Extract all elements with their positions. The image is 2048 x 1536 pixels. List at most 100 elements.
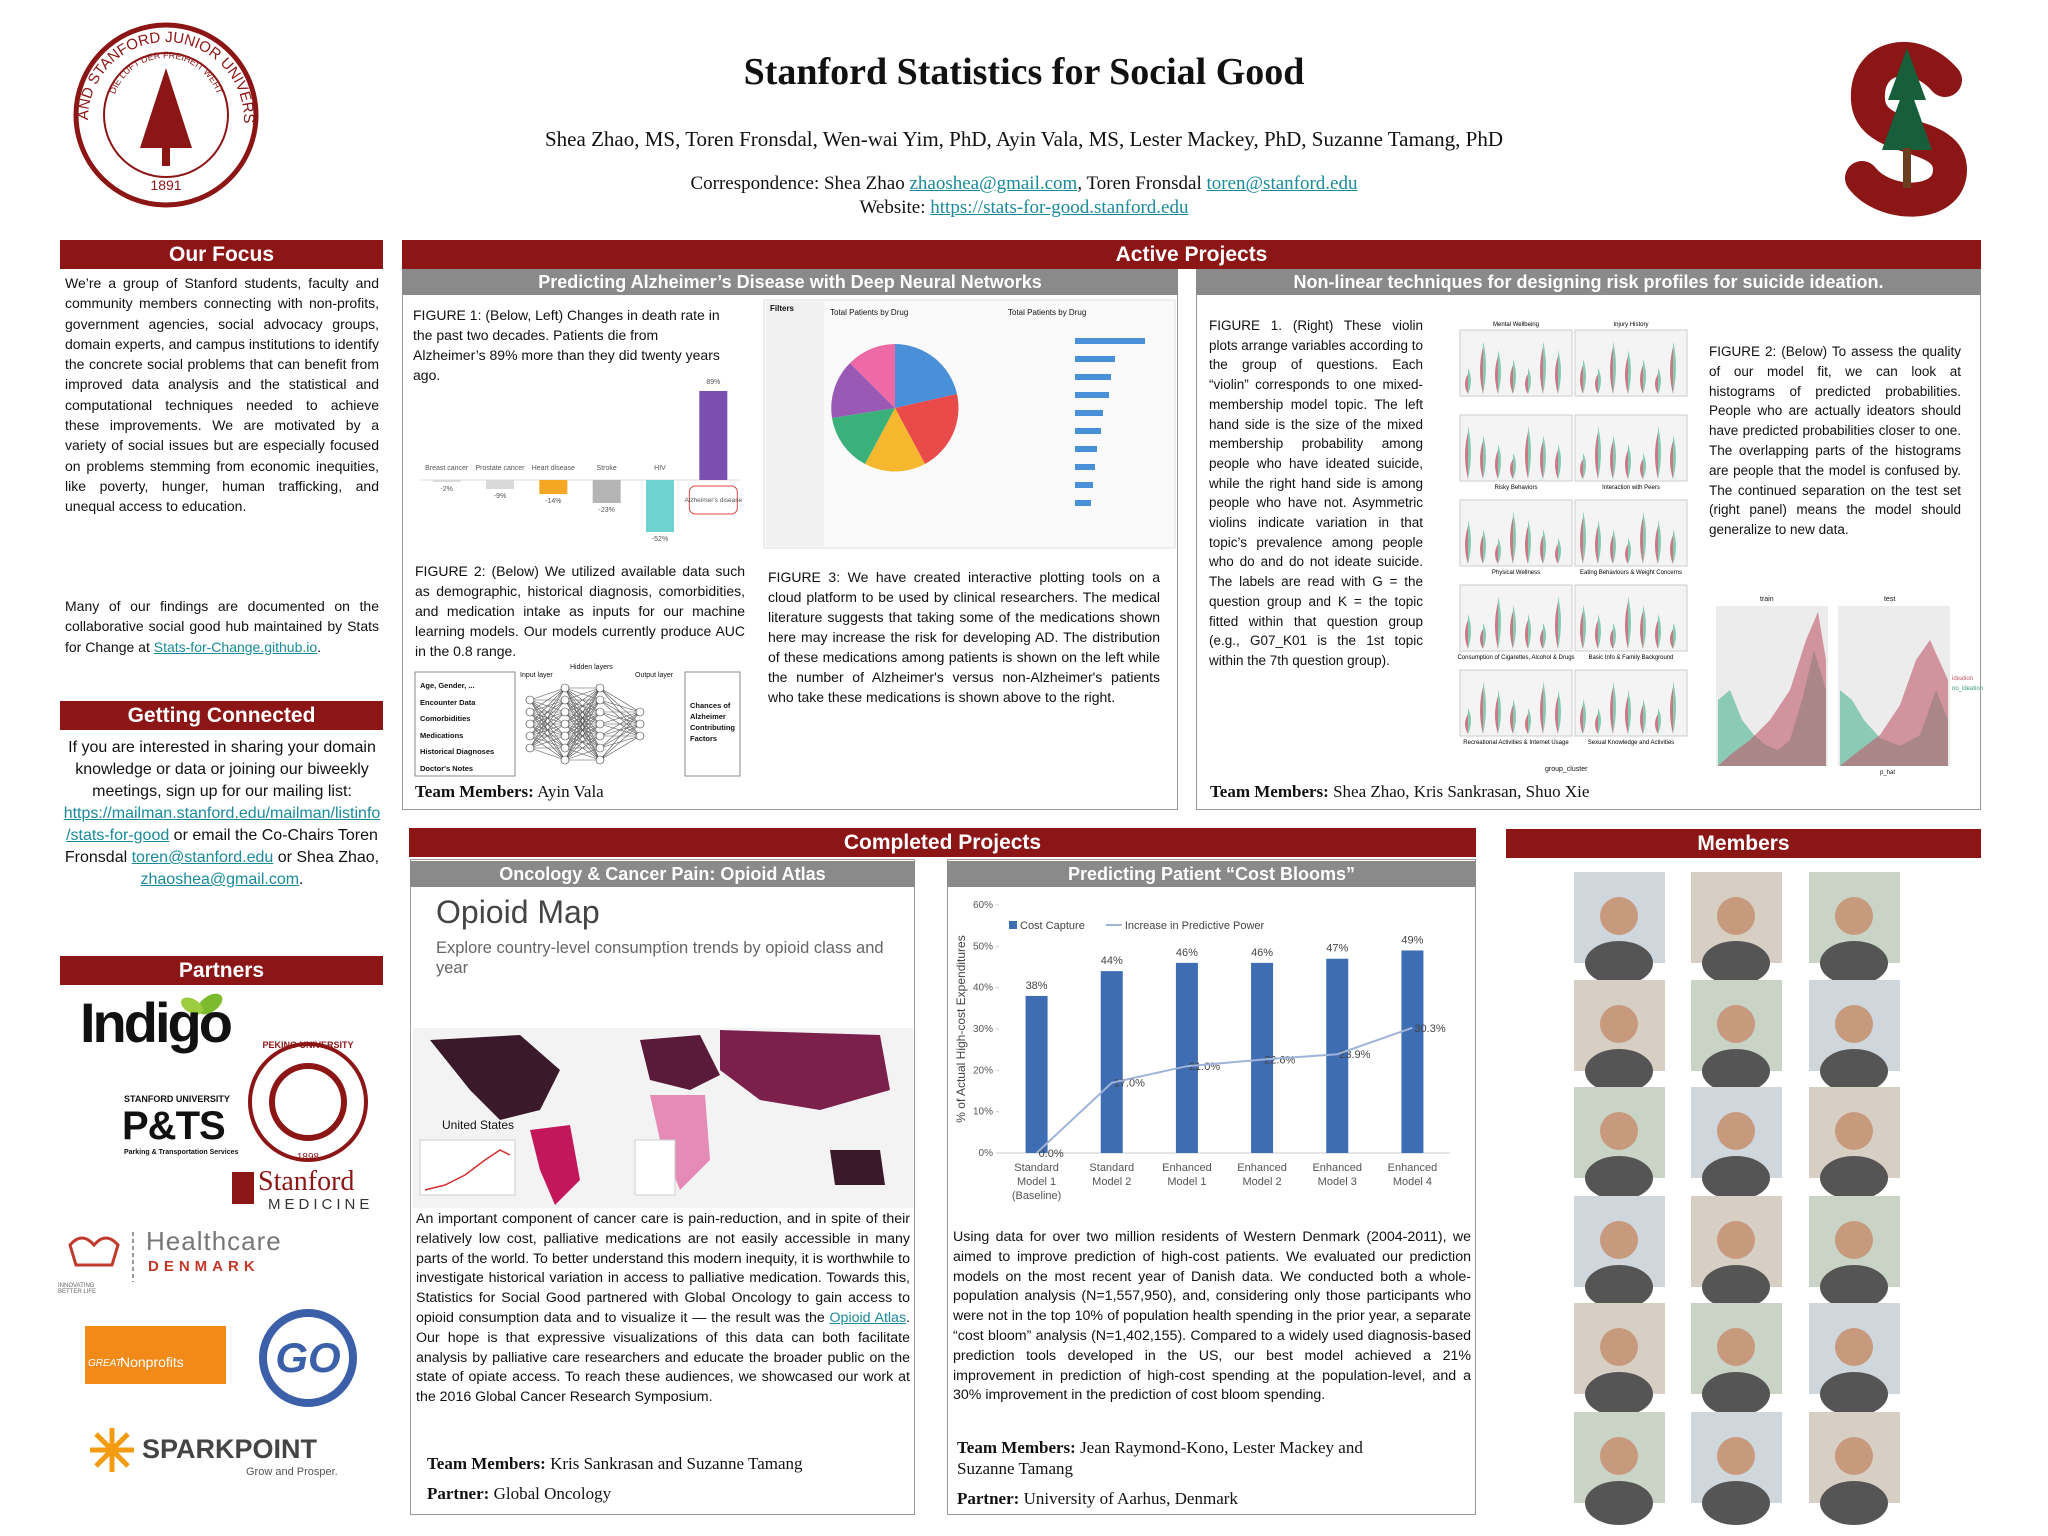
network-node (525, 731, 535, 741)
violin (1555, 602, 1558, 649)
network-edge (564, 687, 601, 749)
violin-group-label: Recreational Activities & Internet Usage (1463, 740, 1569, 746)
violin (1540, 347, 1543, 394)
network-edge (599, 711, 641, 725)
violin (1625, 450, 1628, 479)
violin (1510, 517, 1513, 564)
violin-panel (1574, 329, 1688, 397)
link[interactable]: toren@stanford.edu (1206, 173, 1358, 194)
violin (1673, 435, 1676, 479)
seal-year: 1891 (150, 177, 181, 193)
violin (1525, 714, 1528, 734)
violin (1513, 699, 1516, 734)
violin (1628, 596, 1631, 649)
violin (1483, 341, 1486, 394)
violin (1468, 426, 1471, 479)
link[interactable]: Opioid Atlas (829, 1309, 907, 1326)
violin (1613, 623, 1616, 649)
violin (1628, 690, 1631, 734)
network-node (595, 755, 605, 765)
violin (1640, 705, 1643, 734)
violin (1480, 347, 1483, 394)
violin-group-label: Eating Behaviours & Weight Concerns (1580, 570, 1682, 576)
opioid-map (413, 1028, 913, 1208)
violin (1625, 356, 1628, 394)
partner-name: University of Aarhus, Denmark (1023, 1489, 1238, 1508)
violin (1613, 681, 1616, 734)
violin (1670, 629, 1673, 649)
network-edge (599, 735, 641, 761)
correspondence: Correspondence: Shea Zhao zhaoshea@gmail… (0, 173, 2048, 195)
violin (1480, 629, 1483, 649)
violin (1525, 432, 1528, 479)
violin-group-label: Injury History (1613, 322, 1648, 328)
violin (1513, 511, 1516, 564)
violin (1610, 441, 1613, 479)
violin (1558, 596, 1561, 649)
network-edge (564, 687, 601, 737)
text: or email the Co-Chairs Toren Fronsdal (64, 827, 378, 866)
network-edge (529, 687, 566, 737)
network-node (595, 719, 605, 729)
violin (1555, 356, 1558, 394)
link[interactable]: zhaoshea@gmail.com (909, 173, 1078, 194)
link[interactable]: Stats-for-Change.github.io (153, 638, 318, 655)
violin (1465, 714, 1468, 734)
network-edge (599, 711, 641, 749)
violin-panel (1459, 584, 1573, 652)
violin (1543, 341, 1546, 394)
violin (1483, 623, 1486, 649)
violin (1580, 517, 1583, 564)
dashboard-label: Total Patients by Drug (1008, 308, 1087, 317)
link[interactable]: https://mailman.stanford.edu/mailman/lis… (63, 805, 381, 844)
violin (1583, 605, 1586, 649)
network-node (560, 707, 570, 717)
histogram-legend: ideation (1952, 676, 1974, 682)
violin (1583, 453, 1586, 479)
text: Website: (859, 197, 931, 218)
link[interactable]: zhaoshea@gmail.com (140, 871, 300, 888)
authors: Shea Zhao, MS, Toren Fronsdal, Wen-wai Y… (545, 127, 1503, 151)
network-edge (529, 687, 566, 713)
violin (1598, 708, 1601, 734)
network-node (525, 719, 535, 729)
violin (1555, 544, 1558, 564)
violin (1613, 529, 1616, 564)
network-input: Medications (420, 730, 464, 740)
violin (1468, 708, 1471, 734)
dashboard-figure (763, 299, 1176, 549)
violin (1498, 350, 1501, 394)
violin-group-label: Basic Info & Family Background (1588, 655, 1673, 661)
violin (1628, 538, 1631, 564)
link[interactable]: https://stats-for-good.stanford.edu (930, 197, 1189, 218)
pts-top: STANFORD UNIVERSITY (124, 1094, 230, 1104)
violin (1598, 614, 1601, 649)
network-node (560, 731, 570, 741)
partner-label: Partner: (957, 1489, 1020, 1508)
figure-caption: FIGURE 1. (Right) These violin plots arr… (1209, 318, 1423, 668)
network-edge (599, 723, 641, 761)
peking-name: PEKING UNIVERSITY (262, 1040, 354, 1050)
network-node (560, 755, 570, 765)
pts-bottom: Parking & Transportation Services (124, 1149, 239, 1156)
go-logo: GO (275, 1334, 341, 1381)
network-edge (529, 747, 566, 761)
violin (1625, 696, 1628, 734)
project-title: Non-linear techniques for designing risk… (1196, 269, 1981, 295)
link[interactable]: toren@stanford.edu (131, 849, 274, 866)
network-edge (564, 735, 601, 761)
partner-label: Partner: (427, 1484, 490, 1503)
text: Correspondence: Shea Zhao (690, 173, 910, 194)
violin-panel (1574, 499, 1688, 567)
violin (1495, 696, 1498, 734)
network-input: Encounter Data (420, 697, 476, 707)
violin (1513, 359, 1516, 394)
violin (1528, 520, 1531, 564)
violin (1658, 520, 1661, 564)
network-edge (564, 687, 601, 761)
violin (1540, 535, 1543, 564)
violin-panel (1459, 499, 1573, 567)
violin (1540, 629, 1543, 649)
violin (1465, 526, 1468, 564)
